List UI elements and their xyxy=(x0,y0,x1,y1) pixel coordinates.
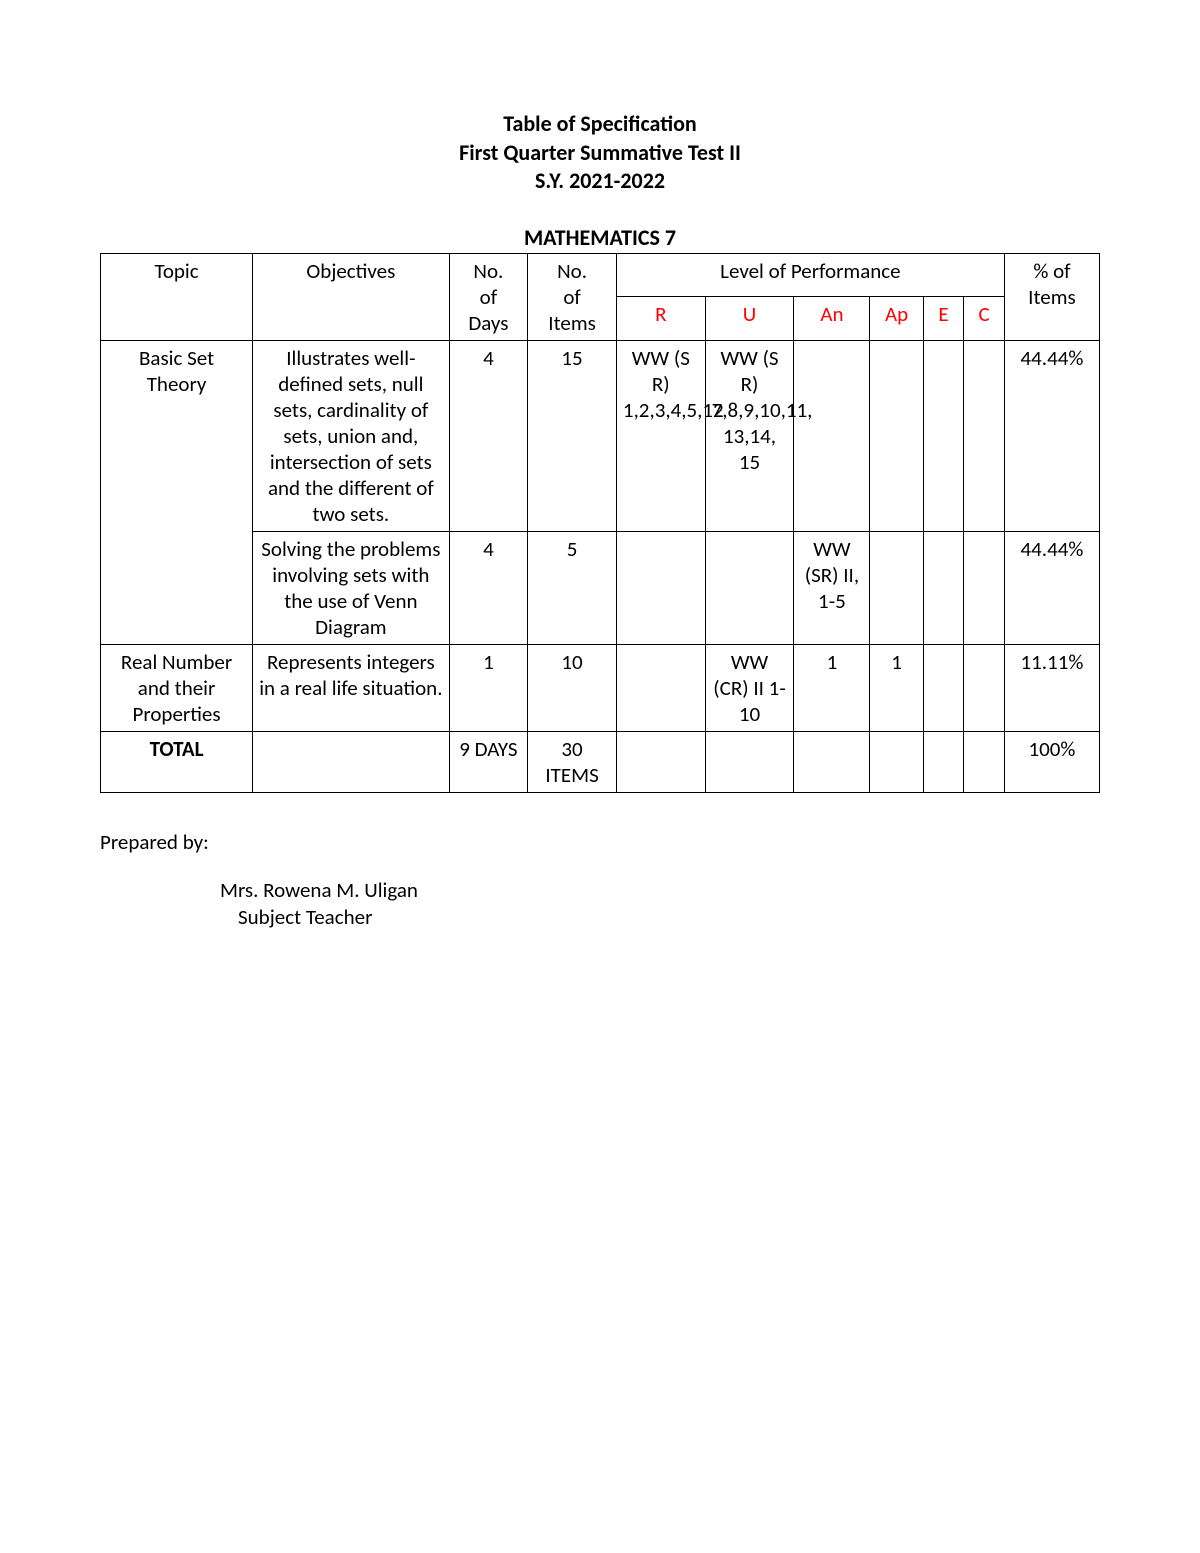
col-no-items: No. of Items xyxy=(528,253,617,340)
pct-l1: % of xyxy=(1033,258,1070,284)
cell-days: 4 xyxy=(449,340,528,531)
cell-total-c xyxy=(964,731,1005,792)
col-pct-items: % of Items xyxy=(1004,253,1099,340)
cell-total-obj xyxy=(253,731,449,792)
cell-topic: Real Number and their Properties xyxy=(101,644,253,731)
cell-r xyxy=(616,531,705,644)
no-items-l2: of xyxy=(563,284,580,310)
col-level-performance: Level of Performance xyxy=(616,253,1004,297)
cell-total-ap xyxy=(870,731,923,792)
no-items-l3: Items xyxy=(548,310,596,336)
document-page: Table of Specification First Quarter Sum… xyxy=(0,0,1200,1553)
col-e: E xyxy=(923,297,964,341)
specification-table: Topic Objectives No. of Days No. of Item… xyxy=(100,253,1100,793)
cell-pct: 44.44% xyxy=(1004,340,1099,531)
cell-ap xyxy=(870,340,923,531)
no-items-l1: No. xyxy=(557,258,587,284)
cell-pct: 11.11% xyxy=(1004,644,1099,731)
cell-days: 1 xyxy=(449,644,528,731)
col-r: R xyxy=(616,297,705,341)
cell-ap: 1 xyxy=(870,644,923,731)
pct-l2: Items xyxy=(1028,284,1076,310)
cell-objectives: Illustrates well-defined sets, null sets… xyxy=(253,340,449,531)
cell-an: WW (SR) II, 1-5 xyxy=(794,531,870,644)
cell-u: WW (S R) 7,8,9,10,11, 13,14, 15 xyxy=(705,340,794,531)
cell-an xyxy=(794,340,870,531)
cell-items: 10 xyxy=(528,644,617,731)
cell-r: WW (S R) 1,2,3,4,5,12 xyxy=(616,340,705,531)
cell-e xyxy=(923,531,964,644)
no-days-l3: Days xyxy=(468,310,508,336)
cell-an: 1 xyxy=(794,644,870,731)
col-objectives: Objectives xyxy=(253,253,449,340)
col-an: An xyxy=(794,297,870,341)
cell-total-u xyxy=(705,731,794,792)
title-line-1: Table of Specification xyxy=(100,110,1100,139)
cell-items: 15 xyxy=(528,340,617,531)
col-u: U xyxy=(705,297,794,341)
cell-total-label: TOTAL xyxy=(101,731,253,792)
cell-pct: 44.44% xyxy=(1004,531,1099,644)
subject-title: MATHEMATICS 7 xyxy=(100,224,1100,251)
cell-total-an xyxy=(794,731,870,792)
cell-objectives: Represents integers in a real life situa… xyxy=(253,644,449,731)
cell-objectives: Solving the problems involving sets with… xyxy=(253,531,449,644)
table-row: Basic Set Theory Illustrates well-define… xyxy=(101,340,1100,531)
total-row: TOTAL 9 DAYS 30 ITEMS 100% xyxy=(101,731,1100,792)
cell-r xyxy=(616,644,705,731)
cell-total-items: 30 ITEMS xyxy=(528,731,617,792)
cell-u xyxy=(705,531,794,644)
col-topic: Topic xyxy=(101,253,253,340)
cell-c xyxy=(964,340,1005,531)
cell-total-r xyxy=(616,731,705,792)
cell-total-e xyxy=(923,731,964,792)
table-row: Real Number and their Properties Represe… xyxy=(101,644,1100,731)
col-c: C xyxy=(964,297,1005,341)
col-ap: Ap xyxy=(870,297,923,341)
cell-items: 5 xyxy=(528,531,617,644)
cell-c xyxy=(964,531,1005,644)
cell-total-pct: 100% xyxy=(1004,731,1099,792)
cell-e xyxy=(923,644,964,731)
cell-c xyxy=(964,644,1005,731)
title-line-3: S.Y. 2021-2022 xyxy=(100,167,1100,196)
no-days-l2: of xyxy=(480,284,497,310)
cell-topic: Basic Set Theory xyxy=(101,340,253,644)
cell-days: 4 xyxy=(449,531,528,644)
cell-ap xyxy=(870,531,923,644)
teacher-block: Mrs. Rowena M. Uligan Subject Teacher xyxy=(220,877,1100,932)
cell-total-days: 9 DAYS xyxy=(449,731,528,792)
cell-e xyxy=(923,340,964,531)
title-line-2: First Quarter Summative Test II xyxy=(100,139,1100,168)
no-days-l1: No. xyxy=(473,258,503,284)
prepared-by-label: Prepared by: xyxy=(100,829,1100,855)
col-no-days: No. of Days xyxy=(449,253,528,340)
cell-u: WW (CR) II 1-10 xyxy=(705,644,794,731)
teacher-role: Subject Teacher xyxy=(238,904,1100,931)
teacher-name: Mrs. Rowena M. Uligan xyxy=(220,877,1100,904)
title-block: Table of Specification First Quarter Sum… xyxy=(100,110,1100,196)
header-row-1: Topic Objectives No. of Days No. of Item… xyxy=(101,253,1100,297)
